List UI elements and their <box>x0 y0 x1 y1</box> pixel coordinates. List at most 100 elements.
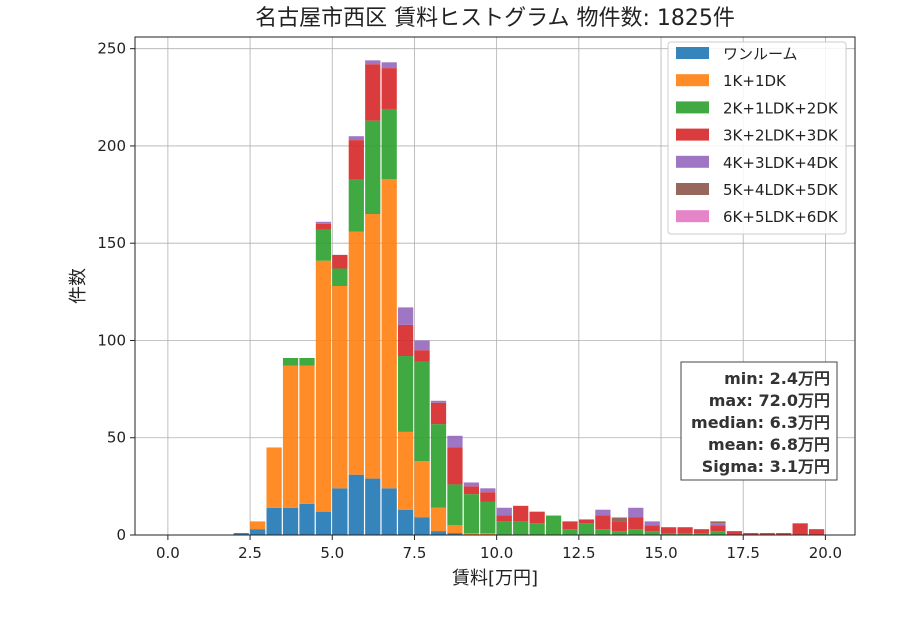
bar-4-13 <box>447 435 463 448</box>
bar-0-5 <box>315 511 332 535</box>
bar-4-9 <box>381 62 397 69</box>
bar-3-17 <box>513 505 529 522</box>
bar-1-9 <box>381 179 397 489</box>
bar-3-24 <box>628 517 644 530</box>
bar-2-17 <box>513 521 529 535</box>
bar-3-14 <box>463 486 480 495</box>
y-tick-label: 250 <box>97 40 126 58</box>
bar-1-4 <box>299 365 315 504</box>
bar-4-11 <box>414 340 430 351</box>
legend-label: 3K+2LDK+3DK <box>723 127 839 145</box>
legend-label: 2K+1LDK+2DK <box>723 99 839 117</box>
y-tick-label: 0 <box>116 526 126 544</box>
bar-3-15 <box>480 492 496 502</box>
bar-3-30 <box>726 531 743 535</box>
bar-4-7 <box>348 136 364 141</box>
y-axis-label: 件数 <box>68 268 89 304</box>
bar-3-16 <box>496 515 512 522</box>
legend-label: 1K+1DK <box>723 72 787 90</box>
bar-0-4 <box>299 503 315 535</box>
x-tick-label: 12.5 <box>562 544 595 562</box>
stats-line: min: 2.4万円 <box>724 369 830 388</box>
bar-3-35 <box>808 529 825 535</box>
bar-3-11 <box>414 350 430 362</box>
bar-4-5 <box>315 221 332 224</box>
bar-3-27 <box>677 527 693 534</box>
bar-1-14 <box>463 533 480 535</box>
bar-0-1 <box>250 529 266 535</box>
x-axis-label: 賃料[万円] <box>452 568 538 589</box>
bar-4-10 <box>398 307 414 325</box>
bar-1-6 <box>332 286 348 489</box>
bar-2-9 <box>381 108 397 180</box>
legend-label: 5K+4LDK+5DK <box>723 181 839 199</box>
bar-1-8 <box>365 214 381 479</box>
legend-swatch <box>676 128 709 141</box>
bar-2-3 <box>282 357 299 366</box>
bar-2-7 <box>348 179 364 232</box>
legend-label: 4K+3LDK+4DK <box>723 154 839 172</box>
bar-3-10 <box>398 324 414 357</box>
bar-3-32 <box>759 533 775 535</box>
bar-1-12 <box>430 507 447 532</box>
bar-2-6 <box>332 268 348 286</box>
bar-0-0 <box>233 533 249 535</box>
bar-3-20 <box>562 521 578 530</box>
bar-2-21 <box>578 523 595 535</box>
bar-0-13 <box>447 533 463 535</box>
bar-2-25 <box>644 531 660 535</box>
legend-swatch <box>676 101 709 114</box>
bar-0-10 <box>398 509 414 535</box>
x-tick-label: 5.0 <box>320 544 344 562</box>
bar-3-23 <box>611 521 627 532</box>
y-tick-label: 200 <box>97 137 126 155</box>
bar-2-4 <box>299 357 315 366</box>
legend-label: ワンルーム <box>723 45 798 63</box>
y-tick-label: 100 <box>97 331 126 349</box>
bar-0-2 <box>266 507 282 535</box>
bar-0-12 <box>430 531 447 535</box>
legend-box <box>667 41 847 235</box>
bar-2-29 <box>710 531 726 535</box>
bar-3-34 <box>792 523 808 535</box>
bar-4-14 <box>463 482 480 487</box>
legend-swatch <box>676 183 709 195</box>
bar-0-7 <box>348 474 364 535</box>
bar-3-8 <box>365 64 381 121</box>
chart-title: 名古屋市西区 賃料ヒストグラム 物件数: 1825件 <box>255 6 735 31</box>
bar-1-7 <box>348 231 364 475</box>
bar-2-23 <box>611 531 627 535</box>
bar-4-24 <box>628 507 644 518</box>
bar-5-29 <box>710 521 726 524</box>
stats-frame <box>680 361 838 481</box>
x-tick-label: 7.5 <box>403 544 427 562</box>
legend: ワンルーム 1K+1DK 2K+1LDK+2DK 3K+2LDK+3DK 4K+3LDK… <box>667 41 847 235</box>
bar-2-14 <box>463 494 480 534</box>
bar-2-5 <box>315 229 332 261</box>
bar-1-2 <box>266 447 282 508</box>
bar-1-10 <box>398 431 414 510</box>
bar-2-26 <box>661 533 677 535</box>
bar-0-3 <box>282 507 299 535</box>
bar-2-22 <box>595 529 611 535</box>
y-tick-label: 150 <box>97 234 126 252</box>
x-tick-label: 15.0 <box>644 544 677 562</box>
bar-2-27 <box>677 533 693 535</box>
bar-4-22 <box>595 509 611 516</box>
bar-4-29 <box>710 523 726 526</box>
bar-5-23 <box>611 517 627 522</box>
bar-2-16 <box>496 521 512 535</box>
legend-swatch <box>676 155 709 168</box>
bar-3-31 <box>743 533 759 535</box>
x-axis-ticks: 0.0 2.5 5.0 7.5 10.0 12.5 15.0 17.5 20.0 <box>156 535 842 562</box>
bar-3-7 <box>348 140 364 180</box>
legend-swatch <box>676 47 709 59</box>
stats-box: min: 2.4万円 max: 72.0万円 median: 6.3万円 mean: … <box>680 361 838 481</box>
bar-2-24 <box>628 529 644 535</box>
bar-2-12 <box>430 424 447 508</box>
bar-2-15 <box>480 501 496 534</box>
bar-3-9 <box>381 68 397 109</box>
plot-area-frame <box>134 36 856 536</box>
bar-1-3 <box>282 365 299 508</box>
